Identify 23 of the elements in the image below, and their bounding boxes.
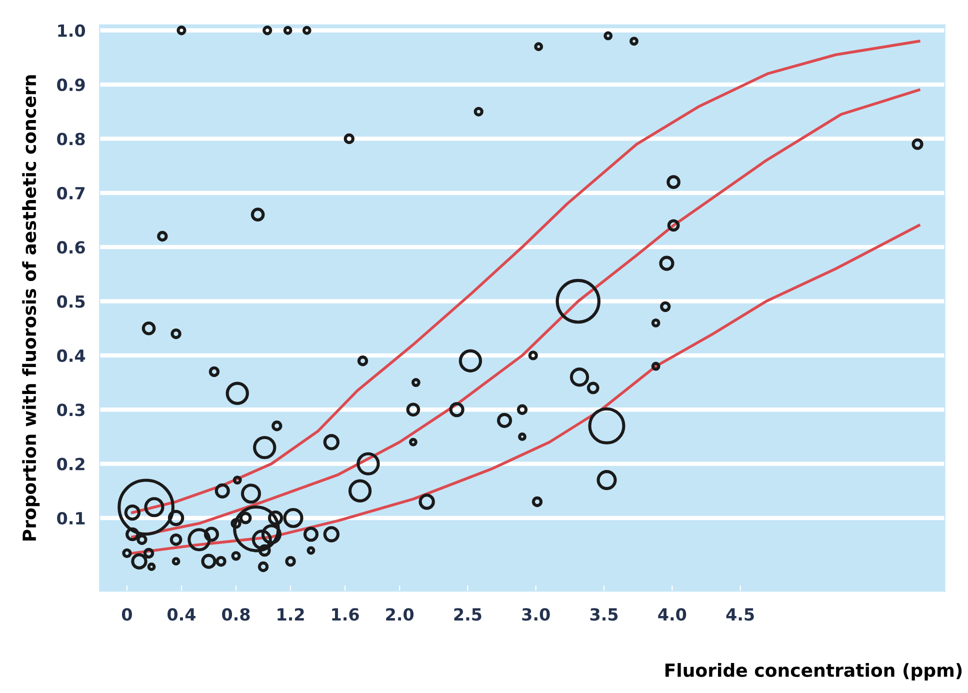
y-tick-label: 0.8 xyxy=(57,132,85,146)
x-tick-label: 1.2 xyxy=(278,608,304,620)
y-tick-label: 0.4 xyxy=(57,349,86,362)
x-tick-label: 0.4 xyxy=(168,608,196,621)
y-tick-label: 0.5 xyxy=(57,295,85,308)
y-tick-label: 0.3 xyxy=(57,404,84,416)
x-tick-label: 4.0 xyxy=(658,608,686,621)
x-tick-label: 1.6 xyxy=(332,608,359,621)
x-tick-label: 0.8 xyxy=(222,608,250,621)
y-tick-label: 1.0 xyxy=(58,24,86,37)
x-tick-label: 2.0 xyxy=(386,608,414,621)
x-tick-label: 2.5 xyxy=(454,608,482,621)
y-tick-label: 0.7 xyxy=(57,186,84,200)
x-tick-label: 4.5 xyxy=(726,608,754,621)
y-tick-label: 0.9 xyxy=(57,78,85,92)
x-tick-label: 3.5 xyxy=(590,608,618,621)
x-axis-title: Fluoride concentration (ppm) xyxy=(665,663,962,681)
y-tick-label: 0.6 xyxy=(57,241,85,254)
y-tick-label: 0.1 xyxy=(57,512,85,525)
x-tick-label: 0 xyxy=(122,608,132,621)
y-tick-label: 0.2 xyxy=(57,458,84,470)
x-tick-label: 3.0 xyxy=(522,608,550,621)
y-axis-title: Proportion with fluorosis of aesthetic concern xyxy=(22,75,40,541)
